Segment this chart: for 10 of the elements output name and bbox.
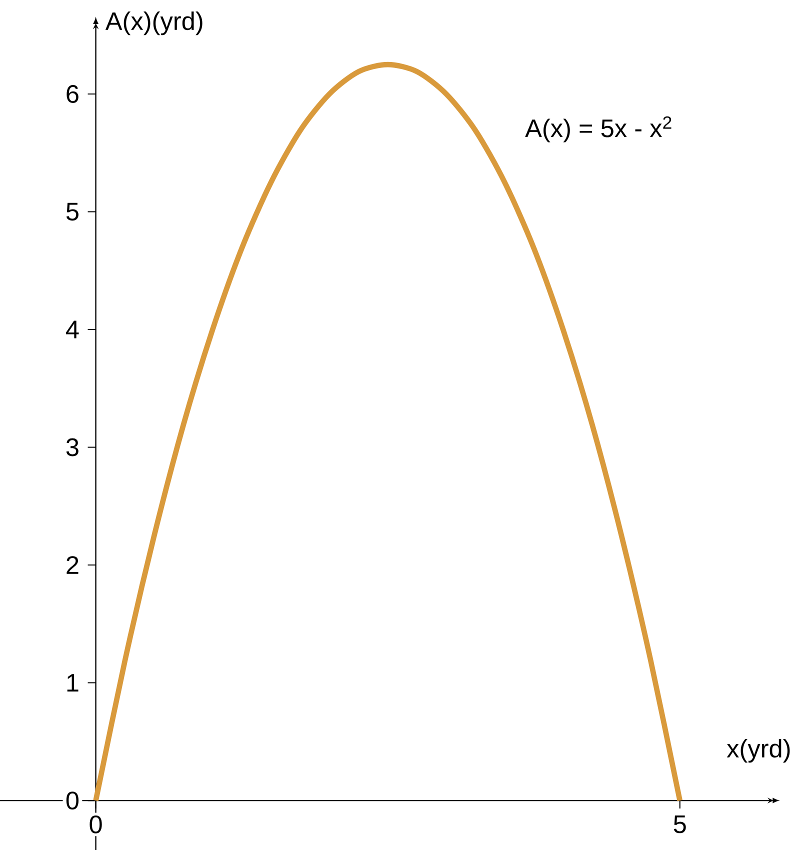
y-tick-label: 2 [66, 556, 78, 574]
y-tick-label: 3 [66, 438, 78, 456]
x-axis-title: x(yrd) [726, 738, 790, 763]
y-axis-title: A(x)(yrd) [105, 12, 202, 36]
y-tick-label: 5 [66, 202, 78, 221]
y-tick-label: 6 [66, 85, 78, 103]
y-tick-label: 4 [66, 320, 79, 338]
y-tick-label: 1 [67, 674, 78, 692]
y-tick-label: 0 [66, 792, 79, 810]
annotation: A(x) = 5x - x$^{2}$ [525, 116, 672, 142]
